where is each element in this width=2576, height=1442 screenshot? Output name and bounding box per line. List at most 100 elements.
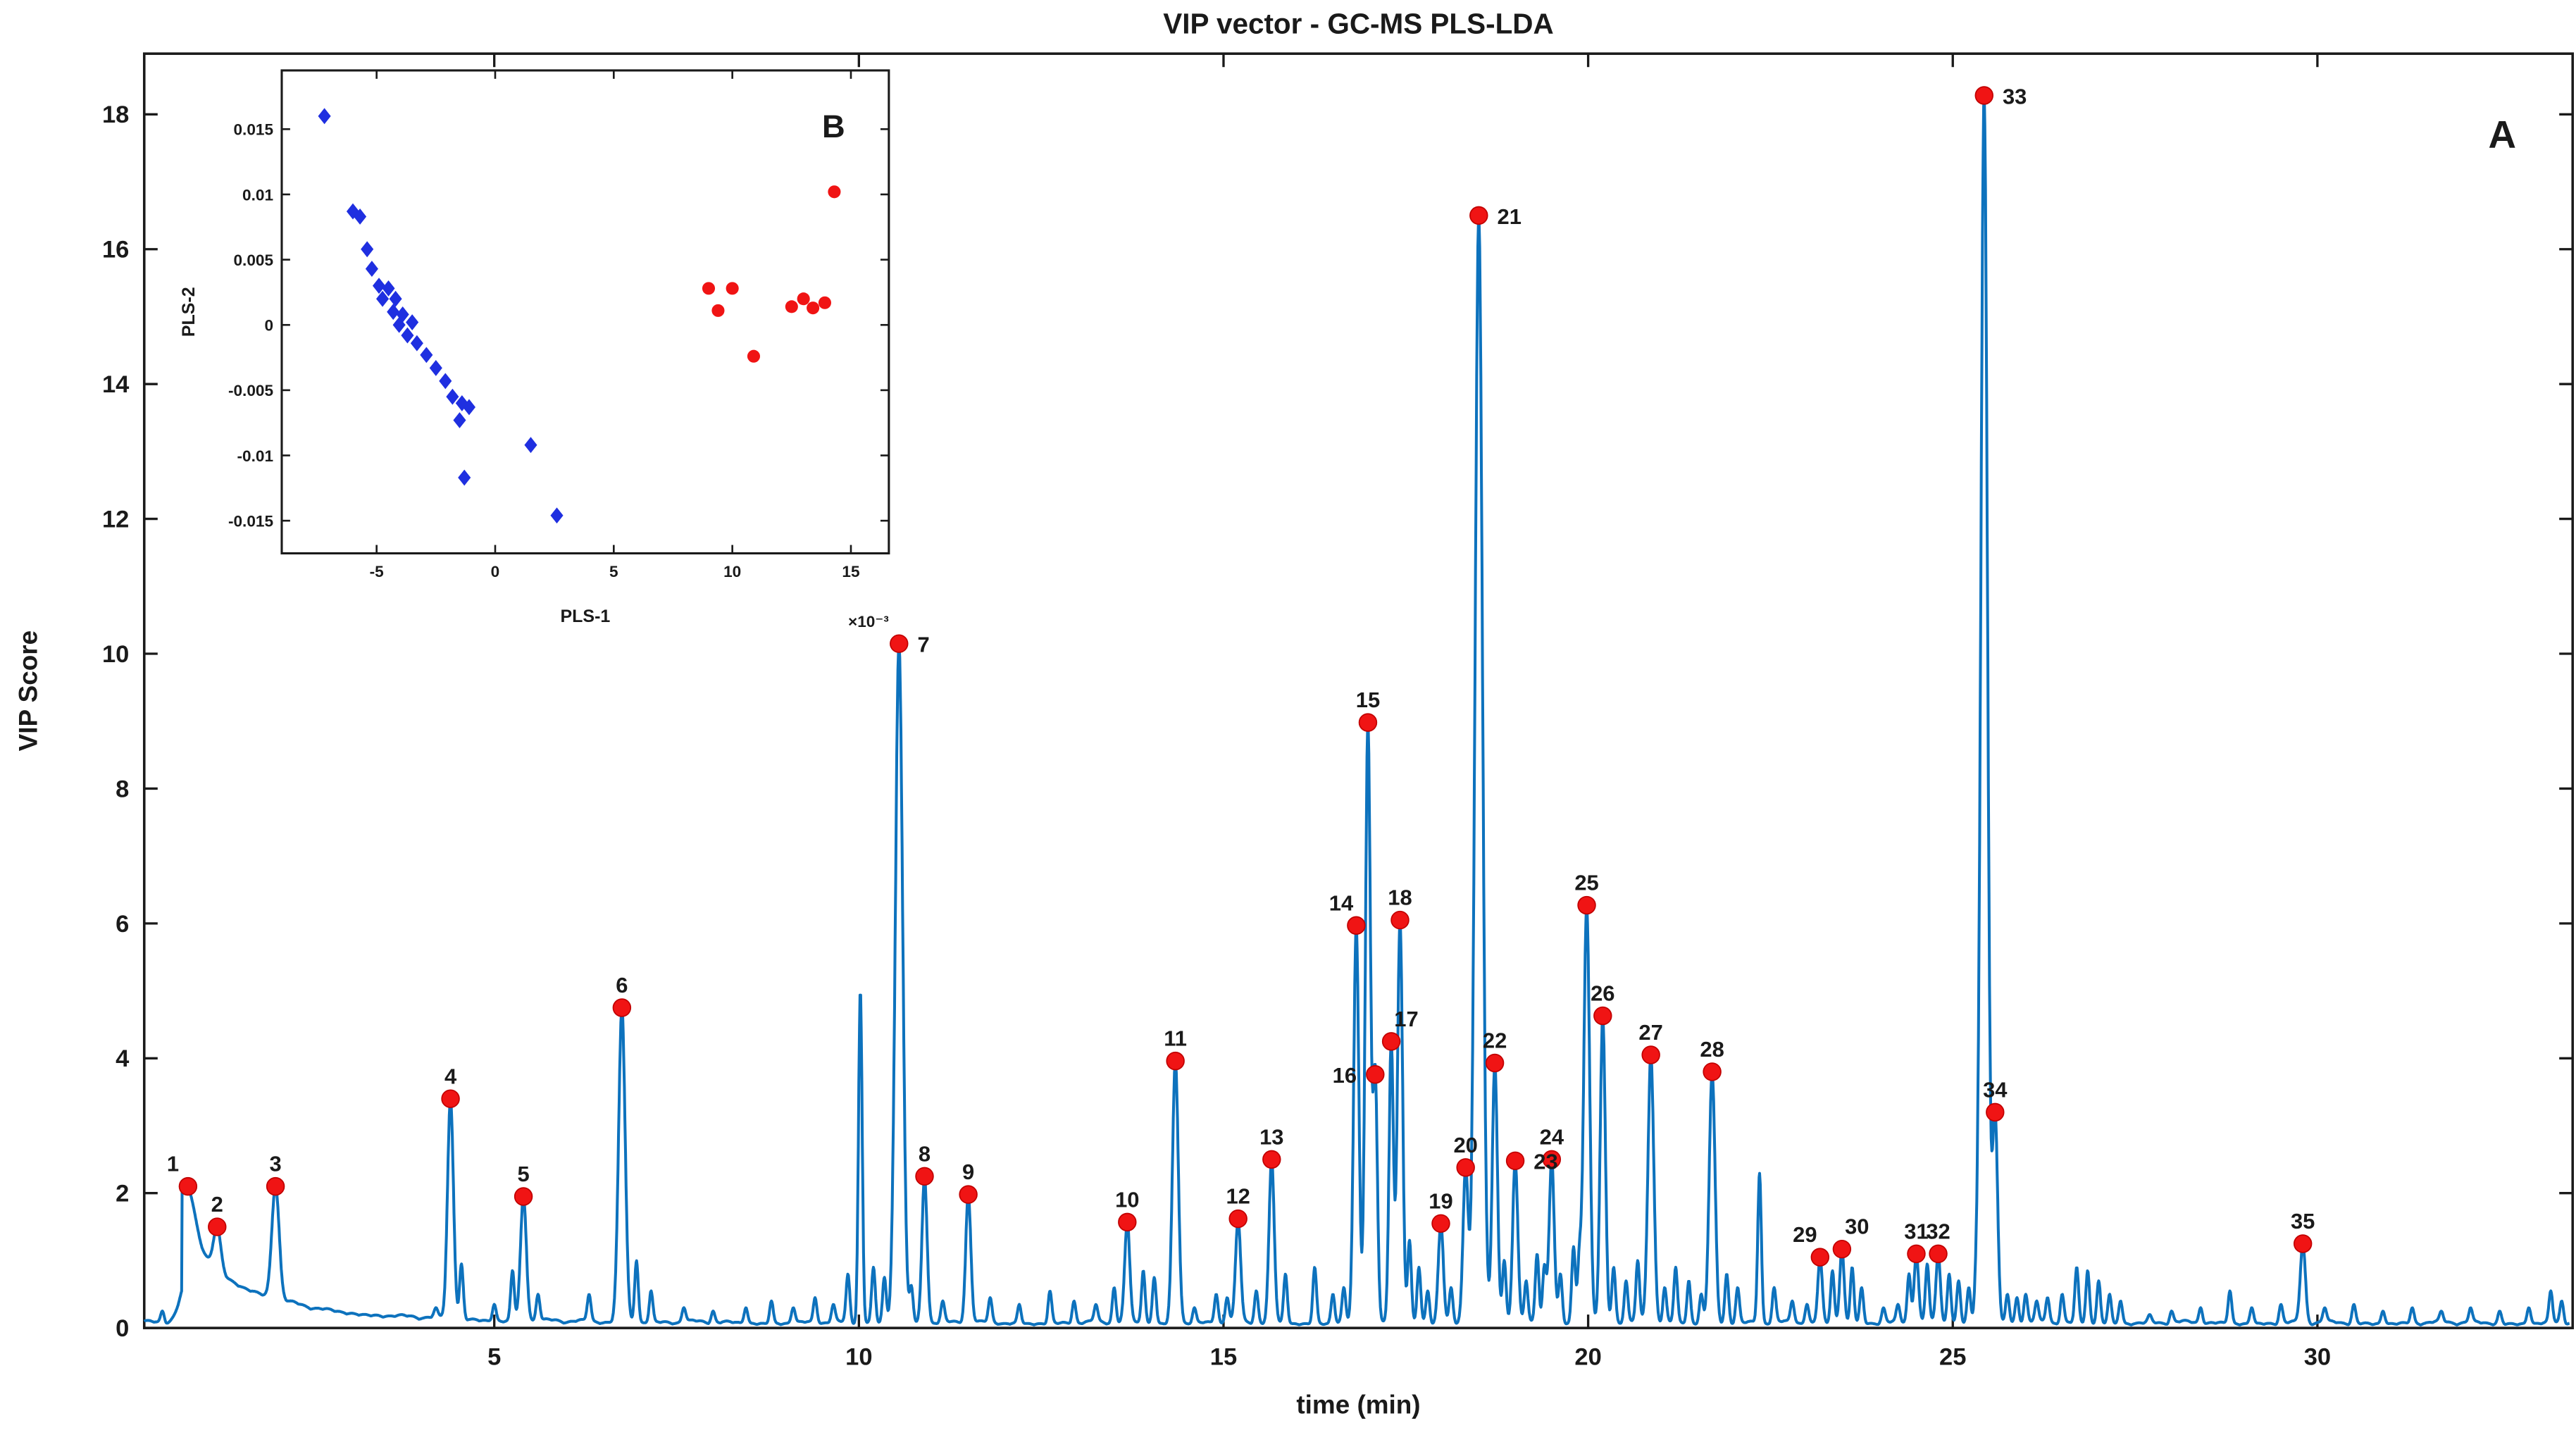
inset-y-tick-label: -0.005 <box>228 382 273 399</box>
class-blue-point <box>462 399 475 416</box>
y-tick-label: 14 <box>102 371 129 398</box>
peak-marker-12 <box>1228 1209 1247 1229</box>
class-red-point <box>711 304 725 317</box>
peak-label-7: 7 <box>917 633 929 657</box>
class-red-point <box>747 349 761 363</box>
peak-marker-30 <box>1832 1239 1852 1259</box>
y-tick-label: 2 <box>116 1181 129 1207</box>
peak-label-27: 27 <box>1638 1020 1662 1045</box>
peak-label-28: 28 <box>1700 1037 1724 1062</box>
class-blue-point <box>420 347 433 363</box>
y-tick-label: 8 <box>116 776 129 802</box>
peak-label-10: 10 <box>1115 1187 1139 1212</box>
peak-label-9: 9 <box>962 1160 974 1184</box>
y-tick-label: 0 <box>116 1315 129 1342</box>
inset-x-tick-label: 0 <box>491 563 500 580</box>
peak-marker-28 <box>1703 1062 1722 1081</box>
class-blue-point <box>410 335 423 352</box>
x-tick-label: 25 <box>1939 1344 1966 1371</box>
y-tick-label: 4 <box>116 1045 129 1072</box>
peak-marker-16 <box>1366 1065 1385 1084</box>
chart-title: VIP vector - GC-MS PLS-LDA <box>1163 8 1554 40</box>
x-tick-label: 5 <box>487 1344 501 1371</box>
peak-marker-23 <box>1505 1151 1525 1170</box>
class-red-point <box>726 282 739 295</box>
inset-x-tick-label: 10 <box>723 563 741 580</box>
peak-label-19: 19 <box>1429 1188 1452 1213</box>
inset-x-axis-multiplier: ×10⁻³ <box>848 613 889 630</box>
x-axis-label: time (min) <box>1296 1391 1420 1419</box>
peak-marker-32 <box>1929 1244 1948 1264</box>
peak-marker-35 <box>2293 1234 2313 1253</box>
peak-markers <box>178 86 2313 1267</box>
peak-marker-34 <box>1986 1102 2005 1122</box>
peak-marker-27 <box>1641 1045 1660 1064</box>
peak-marker-10 <box>1118 1212 1137 1232</box>
inset-x-axis-label: PLS-1 <box>561 607 611 626</box>
peak-label-13: 13 <box>1259 1124 1283 1149</box>
inset-x-tick-label: -5 <box>370 563 384 580</box>
plot-box <box>142 52 2575 1329</box>
peak-label-32: 32 <box>1926 1219 1950 1243</box>
inset-y-tick-label: 0.01 <box>242 186 273 204</box>
inset-y-tick-label: 0.015 <box>233 121 273 139</box>
peak-label-29: 29 <box>1793 1222 1817 1247</box>
peak-marker-15 <box>1358 713 1378 732</box>
peak-marker-33 <box>1974 86 1993 105</box>
peak-marker-18 <box>1390 910 1410 930</box>
class-blue-point <box>439 373 452 390</box>
y-tick-label: 16 <box>102 237 129 263</box>
peak-label-20: 20 <box>1453 1133 1477 1157</box>
inset-x-tick-label: 15 <box>842 563 859 580</box>
peak-label-34: 34 <box>1983 1077 2008 1102</box>
chromatogram-trace <box>143 95 2570 1326</box>
peak-marker-29 <box>1810 1248 1830 1267</box>
peak-marker-7 <box>890 634 909 653</box>
peak-label-18: 18 <box>1388 885 1412 910</box>
class-red-point <box>797 292 810 306</box>
peak-label-24: 24 <box>1540 1124 1564 1149</box>
peak-label-8: 8 <box>919 1141 931 1166</box>
peak-marker-20 <box>1456 1158 1475 1177</box>
peak-label-21: 21 <box>1498 204 1522 229</box>
peak-label-23: 23 <box>1533 1150 1557 1174</box>
peak-marker-6 <box>612 998 632 1017</box>
peak-label-11: 11 <box>1164 1026 1187 1051</box>
peak-label-31: 31 <box>1904 1219 1928 1243</box>
peak-label-35: 35 <box>2291 1209 2315 1233</box>
panel-label-b: B <box>822 108 845 144</box>
peak-marker-26 <box>1593 1006 1612 1026</box>
class-red-point <box>828 185 841 199</box>
peak-marker-8 <box>915 1167 934 1186</box>
inset-y-tick-label: 0 <box>265 317 274 335</box>
inset-y-tick-label: -0.01 <box>237 447 274 465</box>
peak-label-14: 14 <box>1329 890 1354 915</box>
peak-number-labels: 1234567891011121314151617181920212223242… <box>167 84 2315 1247</box>
peak-label-1: 1 <box>167 1152 179 1176</box>
class-red-point <box>785 300 798 313</box>
class-red-point <box>818 296 832 309</box>
x-tick-label: 30 <box>2304 1344 2331 1371</box>
peak-label-12: 12 <box>1226 1184 1250 1209</box>
peak-marker-5 <box>514 1187 533 1206</box>
peak-label-17: 17 <box>1394 1007 1418 1031</box>
class-blue-point <box>401 327 414 344</box>
class-blue-point <box>382 280 395 297</box>
class-blue-point <box>406 314 419 330</box>
peak-label-33: 33 <box>2003 84 2027 108</box>
inset-box <box>280 69 890 555</box>
inset-y-tick-label: 0.005 <box>233 251 273 269</box>
peak-marker-17 <box>1381 1032 1401 1051</box>
peak-label-15: 15 <box>1356 688 1380 712</box>
x-tick-label: 20 <box>1574 1344 1601 1371</box>
class-red-point <box>702 282 716 295</box>
peak-marker-11 <box>1166 1051 1185 1071</box>
peak-label-5: 5 <box>517 1162 529 1186</box>
peak-label-2: 2 <box>211 1192 223 1217</box>
class-blue-point <box>389 290 402 307</box>
peak-marker-19 <box>1431 1214 1450 1233</box>
peak-marker-3 <box>266 1176 285 1196</box>
peak-marker-25 <box>1577 895 1596 915</box>
